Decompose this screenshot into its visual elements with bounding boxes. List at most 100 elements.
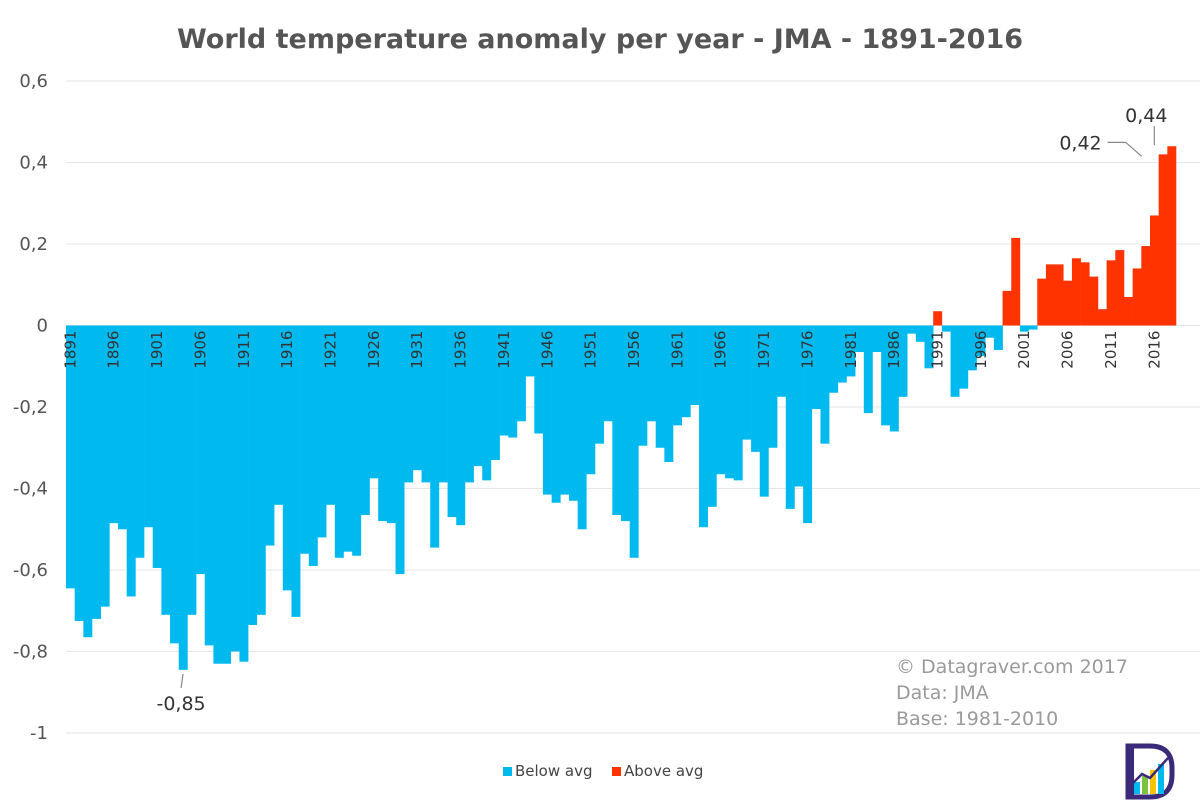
bar-1910: [230, 325, 240, 652]
bar-1966: [716, 325, 726, 475]
bar-1998: [993, 325, 1003, 350]
bar-1952: [594, 325, 604, 444]
bar-1946: [542, 325, 552, 495]
bar-1964: [699, 325, 709, 528]
bar-1955: [621, 325, 630, 522]
bar-1969: [742, 325, 752, 440]
y-tick-label: -0,4: [13, 479, 48, 500]
legend-swatch-below: [503, 767, 512, 776]
x-axis: 1891 1896 1901 1906 1911 1916 1921 1926 1931 1936…: [61, 331, 1163, 369]
x-tick-label: 2006: [1059, 331, 1077, 369]
bar-1997: [985, 325, 995, 338]
bar-1956: [629, 325, 639, 558]
bar-2006: [1063, 280, 1073, 326]
bar-1948: [560, 325, 570, 495]
bar-1913: [256, 325, 266, 615]
bar-2013: [1123, 296, 1133, 326]
x-tick-label: 1961: [668, 331, 686, 369]
y-tick-label: -0,6: [13, 560, 48, 581]
bar-1929: [395, 325, 405, 575]
bar-1985: [881, 325, 891, 426]
x-tick-label: 1941: [495, 331, 513, 369]
x-tick-label: 1966: [712, 331, 730, 369]
bar-1932: [421, 325, 431, 483]
bar-1906: [196, 325, 206, 575]
bar-1895: [100, 325, 110, 607]
bar-1947: [551, 325, 561, 503]
credits: © Datagraver.com 2017 Data: JMA Base: 19…: [896, 656, 1128, 730]
bar-1972: [768, 325, 778, 448]
bar-1980: [837, 325, 847, 383]
bar-1965: [707, 325, 717, 507]
bar-1974: [785, 325, 795, 509]
bar-1994: [959, 325, 969, 389]
bar-2008: [1080, 262, 1090, 326]
bar-1909: [222, 325, 232, 664]
datagraver-logo: D: [1125, 743, 1175, 800]
bar-1986: [889, 325, 899, 432]
bar-1984: [872, 325, 882, 352]
y-tick-label: 0,6: [19, 71, 48, 92]
bar-2003: [1037, 278, 1047, 326]
bar-1930: [404, 325, 414, 483]
credit-copyright: © Datagraver.com 2017: [896, 656, 1128, 678]
bar-1899: [135, 325, 145, 558]
bar-1936: [456, 325, 466, 526]
bar-1941: [499, 325, 509, 436]
bar-1992: [941, 325, 951, 332]
bar-1928: [386, 325, 396, 524]
bar-2007: [1071, 258, 1081, 326]
x-tick-label: 1946: [538, 331, 556, 369]
bar-1911: [239, 325, 249, 662]
y-axis: 0,6 0,4 0,2 0 -0,2 -0,4 -0,6 -0,8 -1: [13, 71, 48, 744]
bar-1962: [681, 325, 691, 418]
bar-1978: [820, 325, 830, 444]
bar-2012: [1115, 250, 1125, 326]
bar-2017: [1158, 154, 1168, 326]
bar-1926: [369, 325, 379, 479]
bar-1973: [777, 325, 787, 397]
x-tick-label: 1916: [278, 331, 296, 369]
bar-1953: [603, 325, 613, 422]
credit-data-source: Data: JMA: [896, 682, 989, 704]
bar-1905: [187, 325, 197, 615]
bar-1914: [265, 325, 275, 546]
bar-1954: [612, 325, 622, 515]
x-tick-label: 2016: [1145, 331, 1163, 369]
x-tick-label: 1901: [148, 331, 166, 369]
bar-1892: [74, 325, 84, 621]
x-tick-label: 1956: [625, 331, 643, 369]
bar-1958: [647, 325, 656, 422]
bar-1937: [464, 325, 474, 483]
x-tick-label: 1896: [105, 331, 123, 369]
bar-1901: [152, 325, 162, 568]
bar-1908: [213, 325, 223, 664]
bar-2002: [1028, 325, 1038, 330]
bar-1942: [508, 325, 518, 438]
y-tick-label: 0,2: [19, 234, 48, 255]
bar-1996: [976, 325, 986, 357]
bar-1950: [577, 325, 587, 530]
y-tick-label: -0,2: [13, 397, 48, 418]
data-label-min: -0,85: [156, 693, 205, 715]
bar-1979: [829, 325, 839, 393]
bar-1931: [412, 325, 422, 471]
bar-1893: [83, 325, 93, 638]
x-tick-label: 1981: [842, 331, 860, 369]
x-tick-label: 1891: [61, 331, 79, 369]
bar-1988: [907, 325, 917, 334]
bar-1982: [855, 325, 865, 352]
legend-swatch-above: [612, 767, 621, 776]
x-tick-label: 1921: [321, 331, 339, 369]
bar-1993: [950, 325, 960, 397]
bar-1977: [811, 325, 821, 410]
bar-2018: [1167, 146, 1177, 326]
x-tick-label: 1936: [452, 331, 470, 369]
bar-1989: [915, 325, 925, 342]
bar-1939: [482, 325, 492, 481]
bar-1922: [334, 325, 344, 558]
bar-1949: [568, 325, 578, 501]
x-tick-label: 1976: [798, 331, 816, 369]
x-tick-label: 1971: [755, 331, 773, 369]
bar-1935: [447, 325, 457, 518]
